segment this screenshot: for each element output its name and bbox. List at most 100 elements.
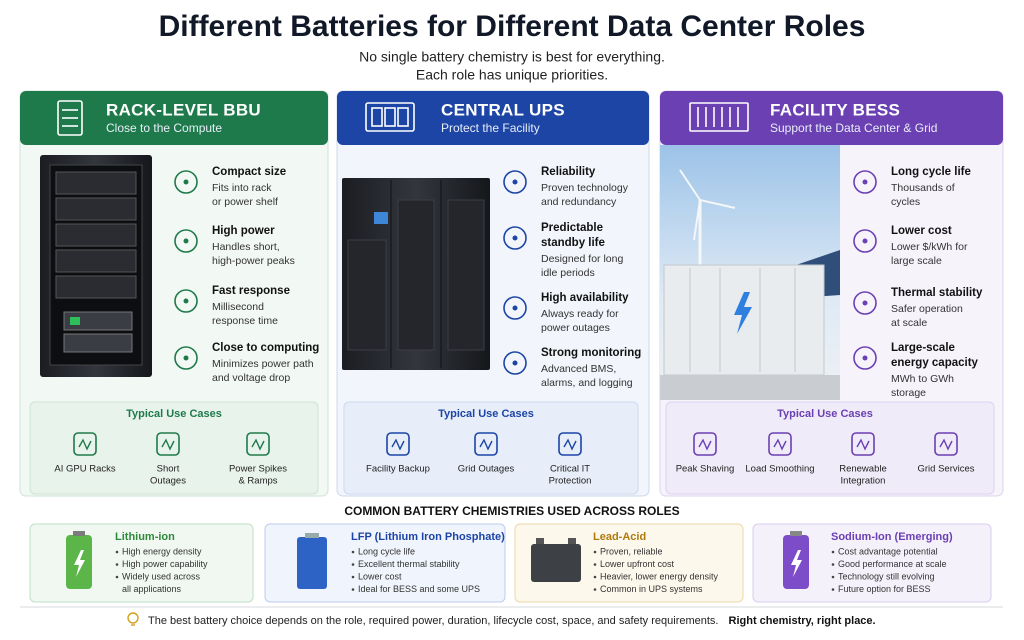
feature-text: large scale [891, 255, 942, 267]
feature-icon-dot [183, 179, 189, 185]
use-case-label: Integration [841, 476, 886, 487]
role-title: RACK-LEVEL BBU [106, 100, 261, 119]
feature-text: Fits into rack [212, 182, 272, 194]
feature-icon [853, 229, 877, 253]
bullet [115, 550, 119, 554]
bullet [831, 588, 835, 591]
use-case-icon [851, 432, 875, 456]
chemistry-card [752, 523, 992, 603]
chemistry-point: Cost advantage potential [838, 546, 938, 556]
chemistry-point: Lower upfront cost [600, 559, 675, 569]
feature-icon-dot [862, 300, 868, 306]
chemistry-point: High power capability [122, 559, 208, 569]
feature-icon-dot [862, 179, 868, 185]
bullet [351, 550, 355, 554]
feature-text: high-power peaks [212, 255, 295, 267]
feature-text: storage [891, 387, 926, 399]
use-case-icon [934, 432, 958, 456]
use-case-panel [665, 401, 995, 495]
use-case-icon-glyph [856, 438, 870, 451]
feature-icon-dot [862, 238, 868, 244]
role-subtitle: Close to the Compute [106, 121, 222, 135]
use-case-icon [156, 432, 180, 456]
chemistry-point: all applications [122, 584, 182, 594]
feature-icon [503, 170, 527, 194]
chemistry-point: Lower cost [358, 571, 402, 581]
chemistry-point: Proven, reliable [600, 546, 663, 556]
use-case-label: Protection [549, 476, 592, 487]
feature-icon-dot [512, 179, 518, 185]
lightbulb-icon [127, 612, 139, 626]
use-case-icon-glyph [78, 438, 92, 451]
feature-title: Compact size [212, 166, 286, 178]
chemistry-name: Sodium-Ion (Emerging) [831, 531, 953, 543]
header-icon [57, 100, 749, 136]
use-case-label: Outages [150, 476, 186, 487]
use-case-label: Critical IT [550, 464, 590, 475]
role-header [337, 91, 649, 145]
rack-illustration [40, 155, 152, 377]
use-case-icon [558, 432, 582, 456]
bess-illustration [660, 145, 840, 400]
feature-title: energy capacity [891, 357, 979, 369]
feature-icon-dot [512, 360, 518, 366]
role-title: CENTRAL UPS [441, 100, 565, 119]
use-case-icon-glyph [698, 438, 712, 451]
feature-text: or power shelf [212, 196, 278, 208]
use-case-label: Renewable [839, 464, 887, 475]
feature-text: idle periods [541, 267, 595, 279]
chemistry-point: Technology still evolving [838, 571, 935, 581]
use-case-panel [29, 401, 319, 495]
feature-icon [174, 170, 198, 194]
chemistry-name: Lithium-ion [115, 531, 175, 543]
feature-title: Lower cost [891, 225, 952, 237]
feature-icon [174, 346, 198, 370]
use-case-panel [343, 401, 639, 495]
chemistry-point: Widely used across [122, 571, 201, 581]
chemistry-point: Excellent thermal stability [358, 559, 460, 569]
feature-text: and voltage drop [212, 372, 290, 384]
feature-icon-dot [183, 238, 189, 244]
feature-icon [503, 351, 527, 375]
feature-text: and redundancy [541, 196, 617, 208]
bullet [351, 575, 355, 579]
role-header [20, 91, 328, 145]
use-case-label: Short [157, 464, 180, 475]
feature-text: Millisecond [212, 301, 264, 313]
bullet [593, 575, 597, 579]
feature-icon-dot [512, 305, 518, 311]
chemistry-point: Ideal for BESS and some UPS [358, 584, 480, 594]
chemistry-point: Common in UPS systems [600, 584, 703, 594]
use-case-icon [693, 432, 717, 456]
feature-title: High power [212, 225, 275, 237]
use-case-label: Power Spikes [229, 464, 287, 475]
bullet [115, 563, 119, 566]
use-case-label: AI GPU Racks [54, 464, 115, 475]
use-case-icon-glyph [391, 438, 405, 451]
feature-icon [503, 296, 527, 320]
bullet [831, 550, 835, 554]
feature-text: MWh to GWh [891, 373, 954, 385]
feature-text: Advanced BMS, [541, 363, 616, 375]
bullet [593, 550, 597, 554]
bolt [74, 550, 802, 577]
use-cases-title: Typical Use Cases [438, 408, 534, 420]
chemistry-point: Long cycle life [358, 546, 415, 556]
feature-text: Lower $/kWh for [891, 241, 968, 253]
use-case-icon-glyph [161, 438, 175, 451]
feature-icon [853, 170, 877, 194]
feature-icon [853, 291, 877, 315]
bullet [351, 563, 355, 566]
use-case-label: Grid Services [917, 464, 974, 475]
chemistries-title: COMMON BATTERY CHEMISTRIES USED ACROSS R… [344, 504, 679, 518]
feature-title: Close to computing [212, 342, 319, 354]
feature-title: Thermal stability [891, 287, 983, 299]
use-case-label: & Ramps [238, 476, 277, 487]
use-case-icon [768, 432, 792, 456]
chemistry-name: LFP (Lithium Iron Phosphate) [351, 531, 505, 543]
use-case-icon-glyph [563, 438, 577, 451]
bullet [351, 588, 355, 591]
use-cases-title: Typical Use Cases [126, 408, 222, 420]
use-case-icon-glyph [939, 438, 953, 451]
